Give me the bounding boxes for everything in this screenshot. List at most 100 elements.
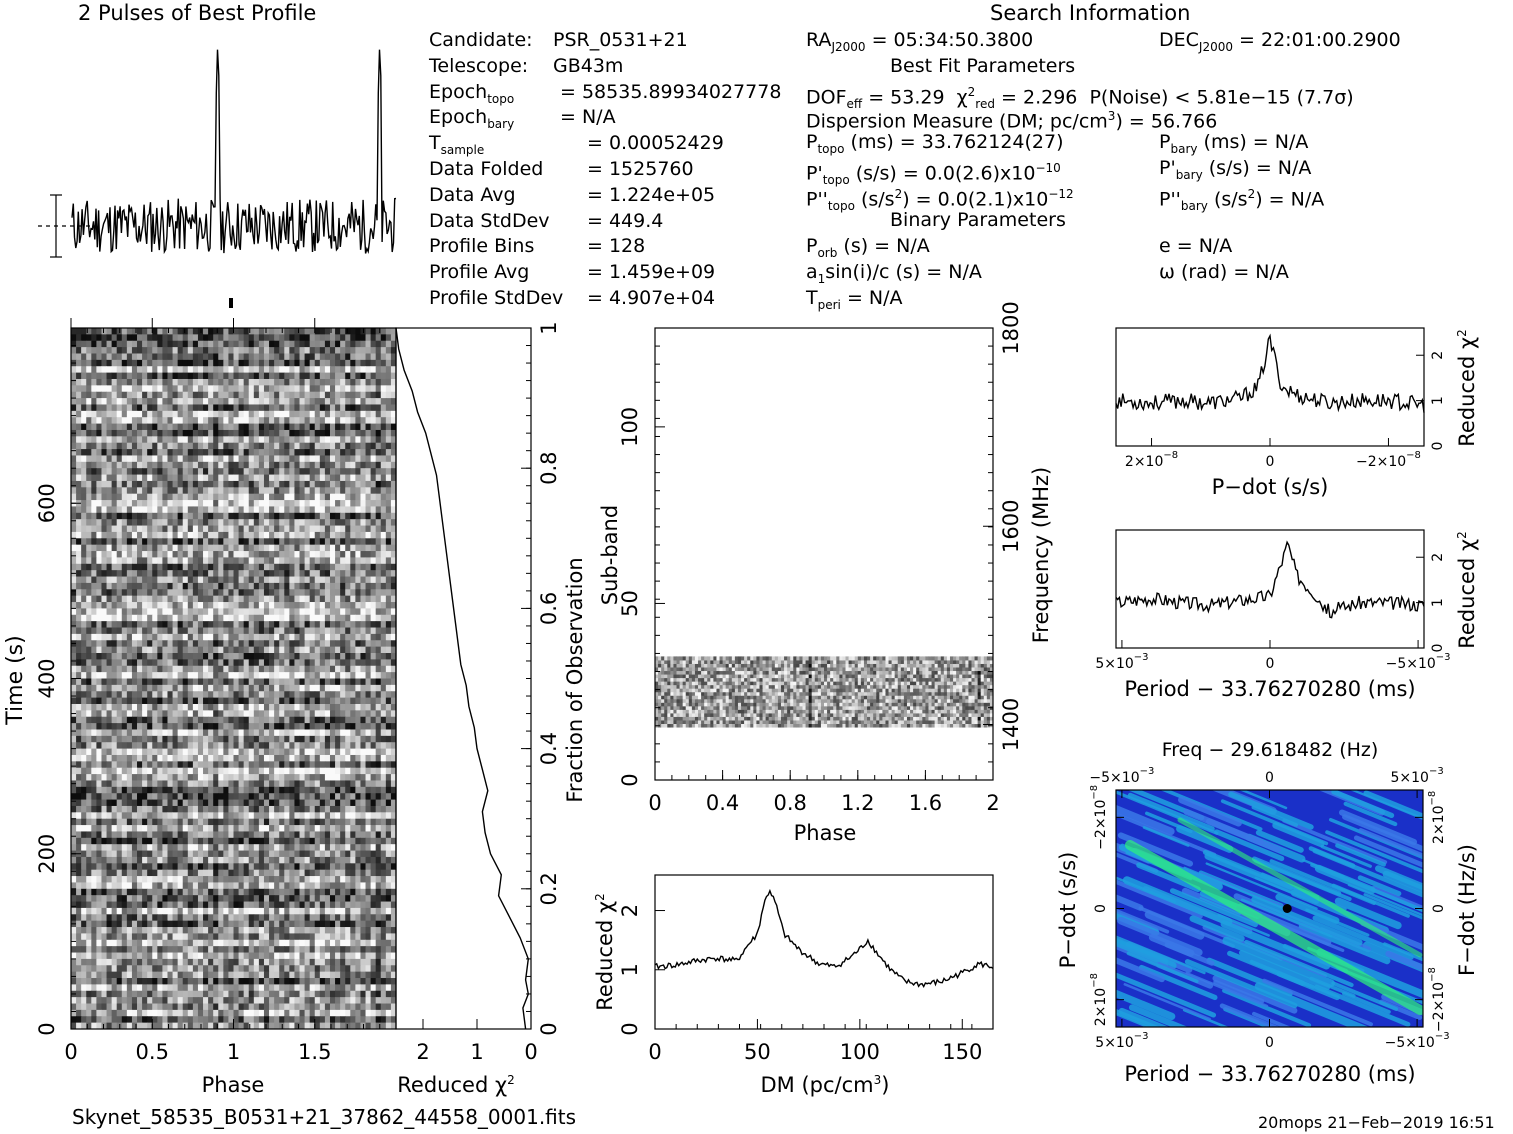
time-phase-cell [330,545,336,552]
time-phase-cell [142,436,148,443]
time-phase-cell [152,494,158,501]
time-phase-cell [132,608,138,615]
time-phase-cell [127,557,133,564]
time-phase-cell [112,679,118,686]
time-phase-cell [310,532,316,539]
time-phase-cell [198,729,204,736]
time-phase-cell [350,570,356,577]
time-phase-cell [203,729,209,736]
time-phase-cell [254,717,260,724]
time-phase-cell [81,334,87,341]
time-phase-cell [76,812,82,819]
time-phase-cell [294,685,300,692]
time-phase-cell [264,373,270,380]
time-phase-cell [320,774,326,781]
time-phase-cell [330,424,336,431]
time-phase-cell [218,621,224,628]
time-phase-cell [259,436,265,443]
time-phase-cell [355,787,361,794]
time-phase-cell [208,404,214,411]
time-phase-cell [355,698,361,705]
time-phase-cell [315,379,321,386]
time-phase-cell [355,353,361,360]
time-phase-cell [386,628,392,635]
time-phase-cell [254,647,260,654]
time-phase-cell [294,366,300,373]
time-phase-cell [330,500,336,507]
time-phase-cell [193,800,199,807]
time-phase-cell [244,615,250,622]
time-phase-cell [345,666,351,673]
time-phase-cell [127,570,133,577]
time-phase-cell [167,768,173,775]
time-phase-cell [218,347,224,354]
time-phase-cell [157,806,163,813]
time-phase-cell [142,634,148,641]
time-phase-cell [335,621,341,628]
time-phase-cell [86,704,92,711]
time-phase-cell [330,596,336,603]
time-phase-cell [193,761,199,768]
time-phase-cell [315,634,321,641]
time-phase-cell [386,545,392,552]
time-phase-cell [376,634,382,641]
time-phase-cell [300,589,306,596]
time-phase-cell [294,526,300,533]
time-phase-cell [325,449,331,456]
time-phase-cell [112,589,118,596]
time-phase-cell [127,596,133,603]
time-phase-cell [178,749,184,756]
time-phase-cell [279,749,285,756]
time-phase-cell [152,462,158,469]
time-phase-cell [264,787,270,794]
time-phase-cell [162,481,168,488]
time-phase-cell [96,647,102,654]
time-phase-cell [107,430,113,437]
time-phase-cell [218,379,224,386]
time-phase-cell [81,812,87,819]
time-phase-cell [96,360,102,367]
time-phase-cell [167,519,173,526]
time-phase-cell [371,373,377,380]
time-phase-cell [284,666,290,673]
time-phase-cell [371,589,377,596]
time-phase-cell [330,526,336,533]
time-phase-cell [157,755,163,762]
time-phase-cell [289,404,295,411]
time-phase-cell [259,589,265,596]
time-phase-cell [117,462,123,469]
time-phase-cell [147,570,153,577]
time-phase-cell [279,736,285,743]
time-phase-cell [320,608,326,615]
time-phase-cell [366,653,372,660]
time-phase-cell [81,691,87,698]
time-phase-cell [345,538,351,545]
time-phase-cell [330,577,336,584]
time-phase-cell [228,379,234,386]
time-phase-cell [208,449,214,456]
time-phase-cell [157,761,163,768]
time-phase-cell [350,455,356,462]
time-phase-cell [284,545,290,552]
time-phase-cell [96,443,102,450]
time-phase-cell [259,494,265,501]
time-phase-cell [167,392,173,399]
time-phase-cell [386,570,392,577]
time-phase-cell [330,647,336,654]
time-phase-cell [386,704,392,711]
time-phase-cell [376,806,382,813]
time-phase-cell [208,570,214,577]
time-phase-cell [223,513,229,520]
time-phase-cell [244,666,250,673]
time-phase-cell [274,628,280,635]
time-phase-cell [117,800,123,807]
time-phase-cell [350,494,356,501]
time-phase-cell [101,577,107,584]
time-phase-cell [310,475,316,482]
time-phase-cell [274,755,280,762]
time-phase-cell [239,717,245,724]
time-phase-cell [376,812,382,819]
time-phase-cell [132,800,138,807]
time-phase-cell [223,334,229,341]
time-phase-cell [269,577,275,584]
